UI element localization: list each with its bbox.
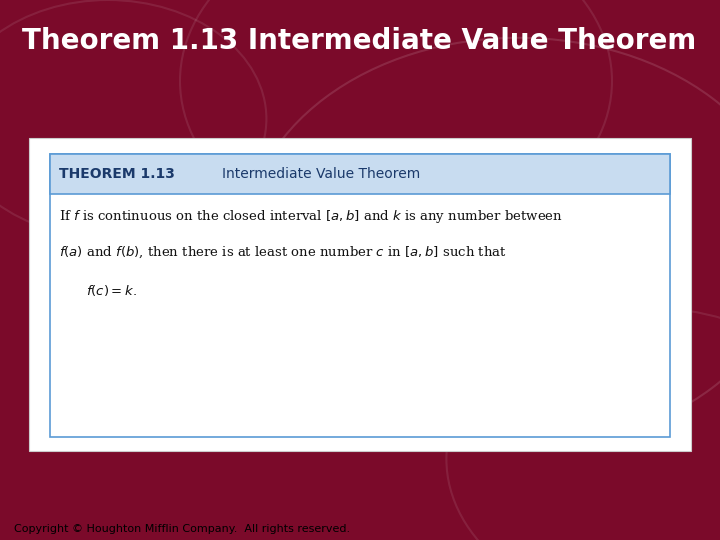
Text: If $f$ is continuous on the closed interval $[a, b]$ and $k$ is any number betwe: If $f$ is continuous on the closed inter… — [59, 208, 563, 225]
FancyBboxPatch shape — [29, 138, 691, 451]
Text: $f(c) = k.$: $f(c) = k.$ — [86, 283, 138, 298]
Text: THEOREM 1.13: THEOREM 1.13 — [59, 167, 175, 181]
FancyBboxPatch shape — [50, 154, 670, 194]
Text: $f(a)$ and $f(b)$, then there is at least one number $c$ in $[a, b]$ such that: $f(a)$ and $f(b)$, then there is at leas… — [59, 245, 507, 260]
Text: Copyright © Houghton Mifflin Company.  All rights reserved.: Copyright © Houghton Mifflin Company. Al… — [14, 523, 351, 534]
Text: Intermediate Value Theorem: Intermediate Value Theorem — [222, 167, 420, 181]
Text: Theorem 1.13 Intermediate Value Theorem: Theorem 1.13 Intermediate Value Theorem — [22, 27, 696, 55]
FancyBboxPatch shape — [50, 154, 670, 437]
